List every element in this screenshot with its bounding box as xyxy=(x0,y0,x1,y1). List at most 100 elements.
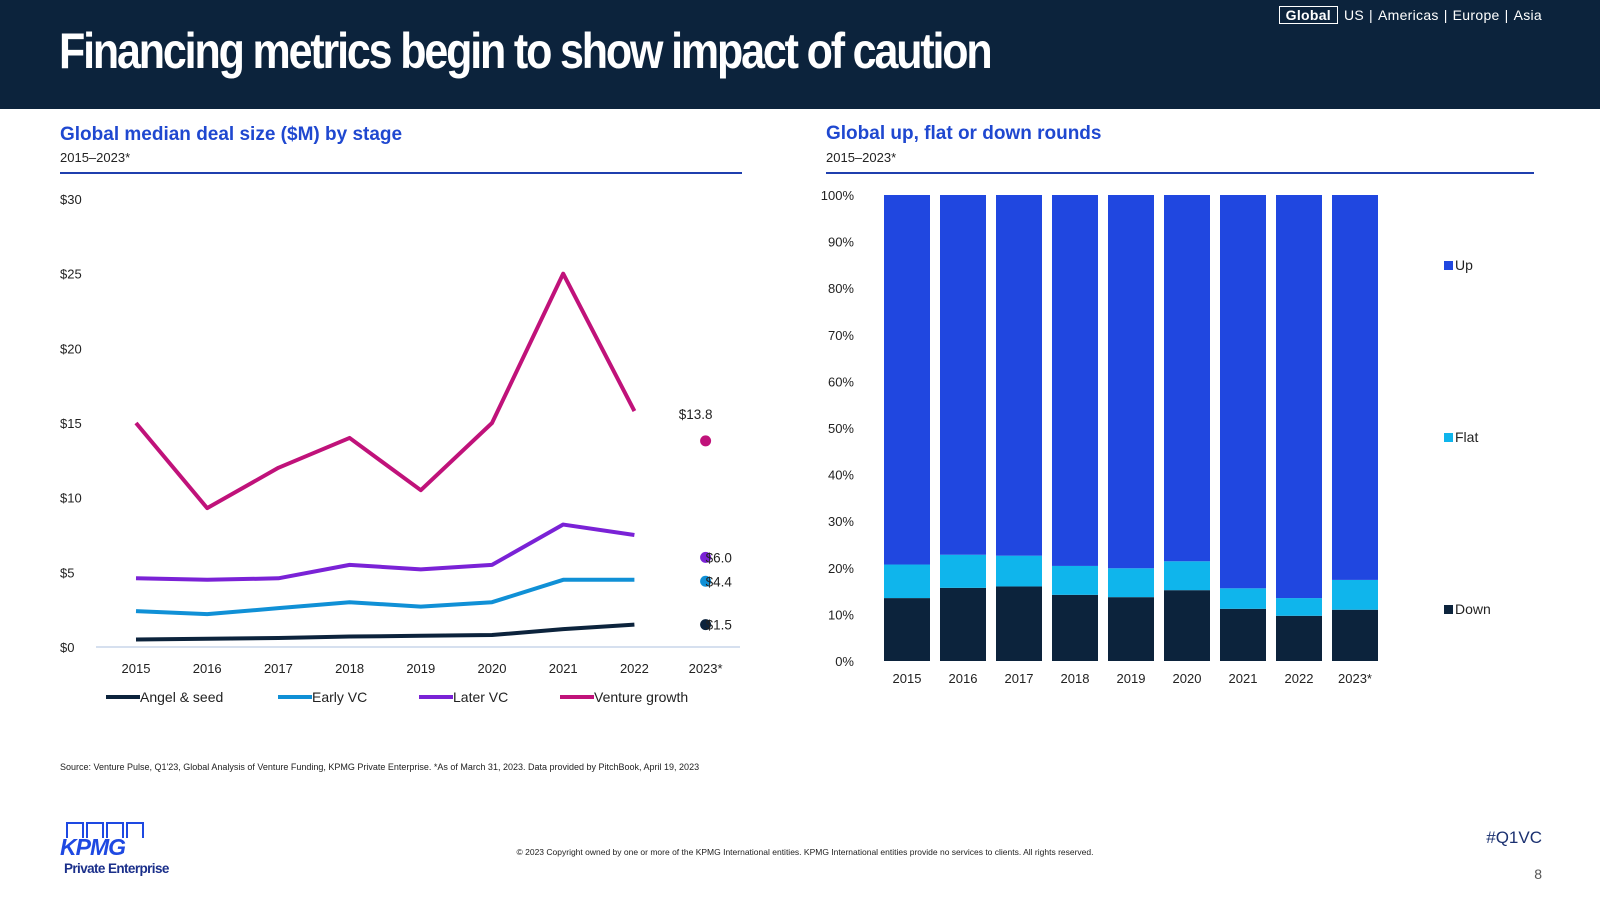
y-tick-label: 90% xyxy=(828,235,854,250)
region-nav: Global US | Americas | Europe | Asia xyxy=(1278,6,1542,24)
page-number: 8 xyxy=(1534,866,1542,882)
right-chart-rule xyxy=(826,172,1534,174)
x-tick-label: 2019 xyxy=(406,661,435,676)
y-tick-label: $30 xyxy=(60,192,82,207)
bar-segment-flat xyxy=(940,554,986,588)
legend-swatch xyxy=(1444,261,1453,270)
data-label: $6.0 xyxy=(706,550,732,565)
y-tick-label: $10 xyxy=(60,491,82,506)
bar-segment-down xyxy=(1052,594,1098,661)
region-tab-global[interactable]: Global xyxy=(1278,6,1338,24)
series-line-angel-seed xyxy=(135,622,635,642)
series-line-venture-growth xyxy=(134,271,637,511)
header-band xyxy=(0,0,1600,109)
legend-label: Venture growth xyxy=(594,689,688,705)
y-tick-label: 70% xyxy=(828,328,854,343)
x-tick-label: 2019 xyxy=(1117,671,1146,686)
bar-segment-up xyxy=(1108,195,1154,569)
last-point-marker xyxy=(700,551,712,563)
x-tick-label: 2020 xyxy=(478,661,507,676)
x-tick-label: 2022 xyxy=(1285,671,1314,686)
x-tick-label: 2015 xyxy=(893,671,922,686)
bar-segment-flat xyxy=(1108,568,1154,598)
x-tick-label: 2016 xyxy=(193,661,222,676)
right-chart-title: Global up, flat or down rounds xyxy=(826,123,1102,144)
bar-segment-down xyxy=(1164,590,1210,661)
bar-segment-flat xyxy=(1052,565,1098,595)
y-tick-label: $25 xyxy=(60,267,82,282)
x-tick-label: 2023* xyxy=(1338,671,1372,686)
y-tick-label: 20% xyxy=(828,561,854,576)
bar-segment-up xyxy=(884,195,930,565)
bar-segment-flat xyxy=(1164,561,1210,591)
series-line-early-vc xyxy=(135,577,635,617)
logo-wordmark: KPMG xyxy=(60,834,126,860)
x-tick-label: 2016 xyxy=(949,671,978,686)
source-note: Source: Venture Pulse, Q1'23, Global Ana… xyxy=(60,762,700,772)
legend-label: Flat xyxy=(1455,429,1478,445)
y-tick-label: 30% xyxy=(828,514,854,529)
x-tick-label: 2015 xyxy=(122,661,151,676)
legend-label: Up xyxy=(1455,257,1473,273)
x-tick-label: 2017 xyxy=(264,661,293,676)
bar-segment-flat xyxy=(1332,579,1378,610)
kpmg-logo: KPMG Private Enterprise xyxy=(58,822,178,882)
bar-segment-up xyxy=(1052,195,1098,566)
last-point-marker xyxy=(700,575,712,587)
y-tick-label: 50% xyxy=(828,421,854,436)
logo-boxes xyxy=(66,822,144,838)
bar-segment-flat xyxy=(1276,598,1322,616)
last-point-marker xyxy=(700,435,712,447)
x-tick-label: 2022 xyxy=(620,661,649,676)
y-tick-label: 40% xyxy=(828,468,854,483)
data-label: $1.5 xyxy=(706,618,732,633)
legend-label: Later VC xyxy=(453,689,508,705)
x-tick-label: 2017 xyxy=(1005,671,1034,686)
left-chart-rule xyxy=(60,172,742,174)
hashtag: #Q1VC xyxy=(1486,828,1542,847)
bar-segment-flat xyxy=(996,555,1042,587)
data-label: $13.8 xyxy=(679,407,713,422)
series-line-later-vc xyxy=(135,522,635,582)
left-chart-subtitle: 2015–2023* xyxy=(60,150,131,165)
region-separator: | xyxy=(1504,7,1509,23)
bar-segment-up xyxy=(940,195,986,555)
logo-subtext: Private Enterprise xyxy=(64,861,169,876)
legend-label: Down xyxy=(1455,601,1491,617)
bar-segment-down xyxy=(940,587,986,661)
y-tick-label: $15 xyxy=(60,416,82,431)
x-tick-label: 2021 xyxy=(1229,671,1258,686)
bar-segment-up xyxy=(996,195,1042,556)
page-title: Financing metrics begin to show impact o… xyxy=(59,23,993,79)
last-point-marker xyxy=(700,619,712,631)
legend-swatch xyxy=(1444,433,1453,442)
region-tab-europe[interactable]: Europe xyxy=(1452,7,1500,23)
bar-segment-flat xyxy=(1220,588,1266,609)
region-tab-us[interactable]: US xyxy=(1343,7,1365,23)
legend-swatch xyxy=(1444,605,1453,614)
region-tab-americas[interactable]: Americas xyxy=(1377,7,1439,23)
y-tick-label: $5 xyxy=(60,565,74,580)
bar-segment-up xyxy=(1220,195,1266,589)
legend-label: Early VC xyxy=(312,689,367,705)
bar-segment-down xyxy=(1332,609,1378,661)
y-tick-label: 0% xyxy=(835,654,854,669)
bar-segment-down xyxy=(1220,608,1266,661)
x-tick-label: 2023* xyxy=(689,661,723,676)
region-tab-asia[interactable]: Asia xyxy=(1513,7,1542,23)
y-tick-label: 10% xyxy=(828,607,854,622)
copyright-text: © 2023 Copyright owned by one or more of… xyxy=(516,847,1094,857)
x-tick-label: 2018 xyxy=(335,661,364,676)
right-chart-subtitle: 2015–2023* xyxy=(826,150,897,165)
bar-segment-down xyxy=(1276,615,1322,661)
bar-segment-up xyxy=(1276,195,1322,599)
y-tick-label: 80% xyxy=(828,281,854,296)
bar-chart: 0% 10% 20% 30% 40% 50% 60% 70% 80% 90% 100% 2015 201… xyxy=(821,188,1491,686)
data-label: $4.4 xyxy=(706,574,733,589)
left-chart-title: Global median deal size ($M) by stage xyxy=(60,124,403,145)
x-tick-label: 2021 xyxy=(549,661,578,676)
legend-label: Angel & seed xyxy=(140,689,223,705)
bar-segment-down xyxy=(996,586,1042,661)
y-tick-label: 100% xyxy=(821,188,855,203)
bar-segment-down xyxy=(1108,597,1154,661)
